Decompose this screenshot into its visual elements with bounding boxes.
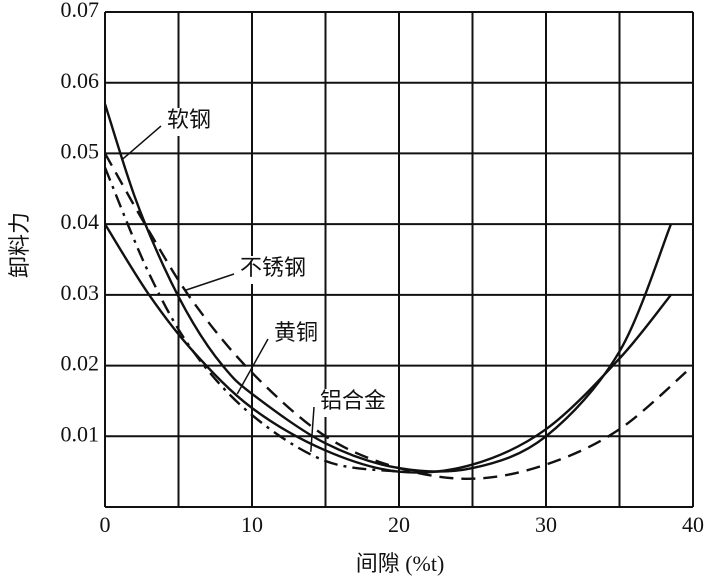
label-bg xyxy=(272,321,324,349)
label-bg xyxy=(165,108,217,136)
label-bg xyxy=(238,256,314,284)
series-line xyxy=(103,167,400,473)
series-line xyxy=(103,223,672,474)
x-axis-title: 间隙 (%t) xyxy=(356,551,445,576)
y-tick-label: 0.06 xyxy=(61,68,100,93)
x-tick-label: 10 xyxy=(241,512,263,537)
y-axis-title: 卸料力 xyxy=(7,212,32,278)
leader-line xyxy=(310,406,315,452)
y-tick-label: 0.01 xyxy=(61,421,100,446)
x-tick-label: 0 xyxy=(100,512,111,537)
legend-label: 软钢 xyxy=(167,107,211,132)
series-line xyxy=(103,103,673,473)
legend-label: 不锈钢 xyxy=(240,255,306,280)
y-tick-label: 0.02 xyxy=(61,351,100,376)
leader-line xyxy=(236,338,269,395)
leader-line xyxy=(122,125,162,160)
x-tick-label: 30 xyxy=(535,512,557,537)
legend-label: 黄铜 xyxy=(274,320,318,345)
leader-line xyxy=(185,273,235,291)
label-bg xyxy=(318,389,394,417)
y-tick-label: 0.04 xyxy=(61,209,100,234)
legend-label: 铝合金 xyxy=(320,388,386,413)
y-tick-label: 0.03 xyxy=(61,280,100,305)
x-tick-label: 20 xyxy=(388,512,410,537)
y-tick-label: 0.05 xyxy=(61,138,100,163)
x-tick-label: 40 xyxy=(682,512,704,537)
y-tick-label: 0.07 xyxy=(61,0,100,22)
